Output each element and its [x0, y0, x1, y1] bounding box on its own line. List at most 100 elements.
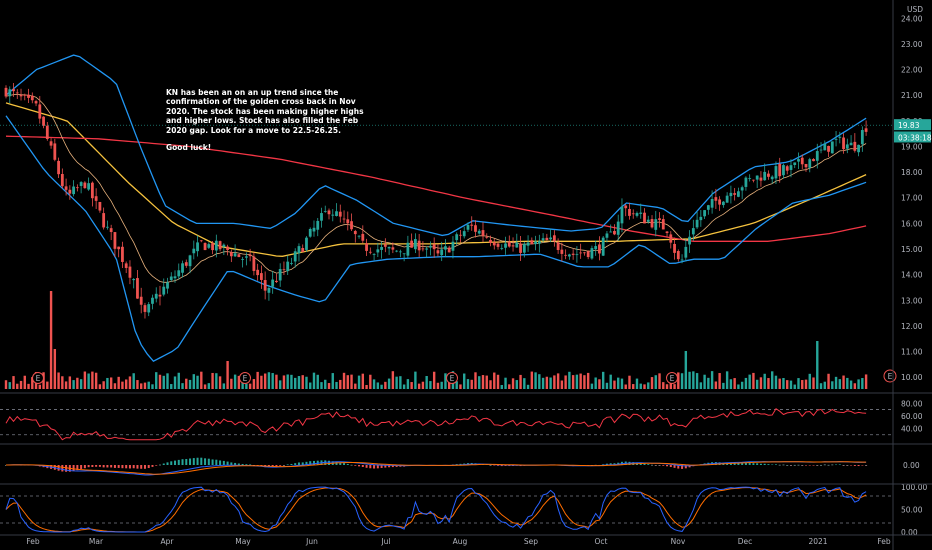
- candle-body: [812, 159, 815, 162]
- candle-body: [782, 165, 785, 176]
- volume-bar: [207, 383, 211, 389]
- candle-body: [158, 294, 162, 297]
- candle-body: [184, 262, 188, 266]
- candle-body: [635, 213, 639, 216]
- candle-body: [109, 228, 113, 233]
- candle-body: [545, 237, 549, 241]
- overlay-fast-ma: [5, 93, 867, 283]
- annotation-text: KN has been an on an up trend since the …: [166, 88, 364, 135]
- macd-histogram-bar: [297, 462, 300, 465]
- time-tick-label: Nov: [671, 537, 686, 546]
- volume-bar: [538, 374, 541, 389]
- volume-bar: [23, 375, 26, 389]
- candle-body: [60, 174, 64, 187]
- volume-bar: [560, 380, 564, 389]
- candle-body: [838, 136, 842, 138]
- candle-body: [72, 186, 76, 195]
- candle-body: [646, 219, 650, 222]
- macd-histogram-bar: [643, 463, 646, 465]
- macd-histogram-bar: [286, 464, 289, 465]
- candle-body: [515, 242, 519, 248]
- volume-bar: [113, 383, 117, 389]
- candle-body: [256, 269, 260, 276]
- time-tick-label: Jun: [305, 537, 318, 546]
- volume-bar: [808, 373, 811, 389]
- candle-body: [331, 214, 335, 216]
- macd-histogram-bar: [744, 462, 747, 465]
- macd-histogram-bar: [65, 465, 68, 472]
- volume-bar: [695, 373, 699, 389]
- candle-body: [845, 144, 849, 149]
- macd-histogram-bar: [748, 462, 751, 465]
- macd-histogram-bar: [189, 458, 192, 465]
- candle-body: [226, 246, 229, 250]
- volume-bar: [203, 384, 207, 389]
- time-axis[interactable]: Feb Mar Apr May Jun Jul Aug Sep Oct Nov Dec 2021 Feb: [26, 537, 891, 546]
- macd-histogram-bar: [816, 465, 819, 466]
- volume-bar: [98, 384, 102, 389]
- volume-bar: [380, 384, 383, 389]
- volume-bar: [185, 378, 188, 389]
- volume-bar: [673, 384, 676, 389]
- volume-bar: [579, 373, 582, 389]
- chart-annotation[interactable]: KN has been an on an up trend since the …: [166, 88, 366, 160]
- volume-bar: [305, 376, 308, 389]
- volume-bar: [49, 291, 53, 389]
- volume-bar: [173, 376, 177, 389]
- candle-body: [658, 218, 661, 220]
- candle-body: [98, 201, 102, 211]
- macd-histogram-bar: [733, 462, 736, 465]
- macd-histogram-bar: [346, 463, 349, 465]
- volume-bar: [316, 374, 319, 389]
- macd-histogram-bar: [249, 464, 252, 465]
- candle-body: [128, 266, 132, 278]
- volume-bar: [4, 380, 8, 389]
- candle-body: [4, 87, 8, 97]
- volume-bar: [297, 376, 301, 389]
- candle-body: [676, 251, 680, 260]
- macd-pane[interactable]: 0.00: [5, 457, 920, 476]
- macd-histogram-bar: [294, 463, 297, 465]
- candle-body: [383, 244, 387, 247]
- volume-bar: [158, 374, 162, 389]
- candle-body: [124, 263, 128, 268]
- volume-bar: [241, 381, 244, 389]
- macd-histogram-bar: [365, 465, 368, 468]
- macd-histogram-bar: [87, 465, 90, 468]
- volume-bar: [324, 379, 327, 389]
- rsi-tick-label: 80.00: [901, 399, 923, 408]
- candle-body: [34, 101, 38, 104]
- time-tick-label: May: [235, 537, 251, 546]
- candle-body: [507, 241, 511, 247]
- candle-body: [87, 183, 91, 190]
- candle-body: [90, 182, 94, 199]
- candlesticks[interactable]: [4, 82, 868, 319]
- rsi-pane[interactable]: 80.00 60.00 40.00: [0, 399, 923, 441]
- volume-bar: [309, 382, 312, 389]
- candle-body: [537, 241, 541, 244]
- macd-histogram-bar: [455, 464, 458, 465]
- macd-histogram-bar: [786, 464, 789, 466]
- volume-bar: [523, 378, 526, 389]
- volume-bar: [376, 382, 380, 389]
- price-tick-label: 17.00: [901, 194, 923, 203]
- candle-body: [64, 186, 68, 190]
- candle-body: [398, 251, 402, 253]
- candle-body: [297, 246, 301, 254]
- macd-histogram-bar: [812, 465, 815, 466]
- candle-body: [673, 243, 676, 253]
- candle-body: [857, 144, 860, 153]
- candle-body: [222, 244, 226, 247]
- volume-bar: [489, 380, 492, 389]
- time-tick-label: Dec: [738, 537, 753, 546]
- macd-histogram-bar: [384, 465, 387, 468]
- macd-histogram-bar: [113, 465, 116, 468]
- stochastic-pane[interactable]: 100.00 50.00 0.00: [0, 483, 927, 537]
- volume-bar: [327, 383, 331, 389]
- macd-histogram-bar: [489, 464, 492, 466]
- volume-bar: [181, 383, 184, 389]
- price-tick-label: 13.00: [901, 296, 923, 305]
